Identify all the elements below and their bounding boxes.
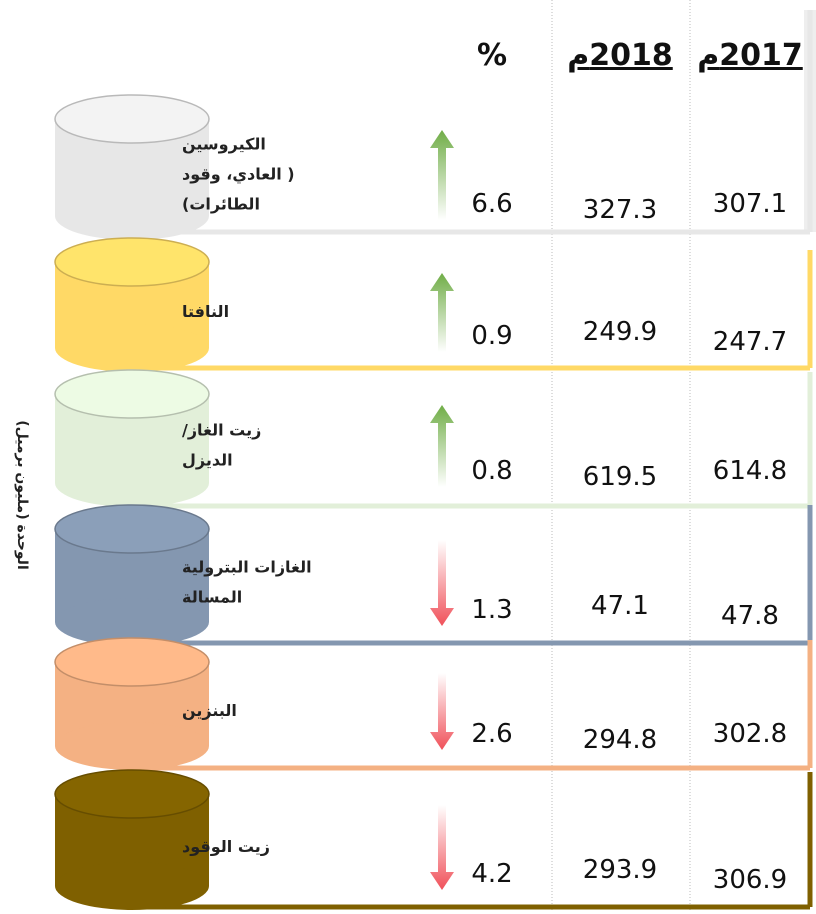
cylinder-bottom [55, 722, 209, 770]
value-2017: 306.9 [713, 865, 787, 895]
value-2017: 302.8 [713, 719, 787, 749]
product-label: البنزين [182, 701, 237, 720]
cylinder-top [54, 769, 210, 819]
product-label: الديزل [182, 451, 233, 470]
trend-arrow-up [430, 130, 454, 220]
pct-value: 0.8 [471, 456, 512, 486]
pct-value: 4.2 [471, 859, 512, 889]
value-2017: 247.7 [713, 327, 787, 357]
trend-arrow-down [430, 540, 454, 626]
value-2018: 619.5 [583, 462, 657, 492]
cylinder-top [54, 637, 210, 687]
header-pct: % [477, 38, 507, 73]
value-2018: 294.8 [583, 725, 657, 755]
pct-value: 0.9 [471, 321, 512, 351]
product-label: الغازات البترولية [182, 558, 312, 577]
value-2018: 47.1 [591, 591, 649, 621]
cylinder-top [54, 94, 210, 144]
pct-value: 2.6 [471, 719, 512, 749]
value-2018: 249.9 [583, 317, 657, 347]
cylinder-bottom [55, 598, 209, 646]
product-label: زيت الوقود [182, 837, 270, 856]
cylinder-top [54, 369, 210, 419]
unit-label: الوحدة (مليون برميل) [14, 420, 30, 570]
trend-arrow-down [430, 673, 454, 750]
value-2017: 47.8 [721, 601, 779, 631]
trend-arrow-up [430, 273, 454, 352]
trend-arrow-up [430, 405, 454, 487]
header-2018: 2018م [567, 38, 673, 73]
value-2018: 293.9 [583, 855, 657, 885]
header-2017: 2017م [697, 38, 803, 73]
pct-value: 1.3 [471, 595, 512, 625]
cylinder-top [54, 237, 210, 287]
product-label: زيت الغاز/ [182, 421, 261, 440]
product-label: الطائرات) [182, 195, 260, 214]
product-label: النافتا [182, 302, 229, 321]
product-label: الكيروسين [182, 135, 266, 154]
product-label: ( العادي، وقود [182, 165, 295, 185]
rows: الكيروسين ( العادي، وقود الطائرات) 6.6 327.3… [54, 10, 813, 910]
cylinder-bottom [55, 324, 209, 372]
product-label: المسالة [182, 588, 242, 607]
cylinder-bottom [55, 862, 209, 910]
value-2018: 327.3 [583, 195, 657, 225]
value-2017: 307.1 [713, 189, 787, 219]
cylinder-bottom [55, 459, 209, 507]
value-2017: 614.8 [713, 456, 787, 486]
cylinder-top [54, 504, 210, 554]
cylinder-bottom [55, 192, 209, 240]
trend-arrow-down [430, 805, 454, 890]
pct-value: 6.6 [471, 189, 512, 219]
